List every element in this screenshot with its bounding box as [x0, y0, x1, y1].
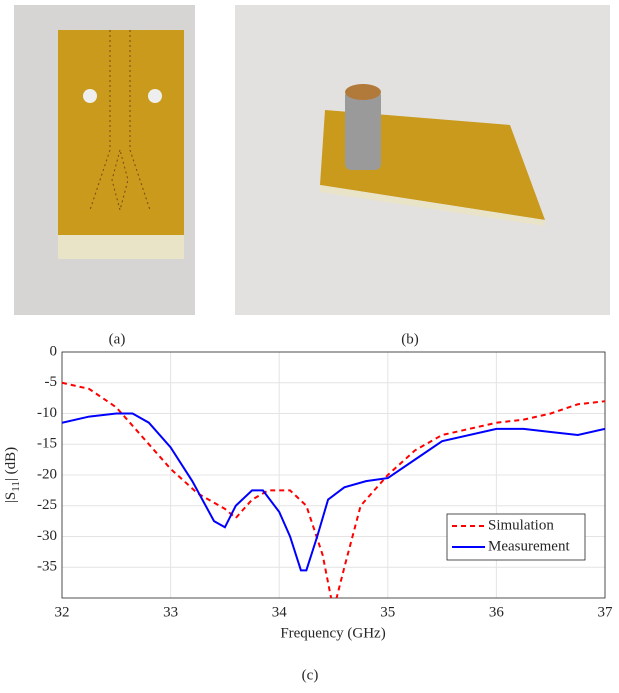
y-tick-label: -15	[37, 436, 57, 452]
x-tick-label: 32	[55, 604, 70, 620]
x-tick-label: 34	[272, 604, 288, 620]
y-tick-label: -20	[37, 466, 57, 482]
x-axis-label: Frequency (GHz)	[280, 625, 385, 641]
data-line	[62, 412, 605, 572]
legend-label: Simulation	[488, 517, 554, 533]
y-tick-label: -30	[37, 528, 57, 544]
caption: (a)	[109, 331, 126, 347]
y-axis-label: |S11| (dB)	[3, 447, 21, 503]
x-tick-label: 36	[489, 604, 505, 620]
y-tick-label: -5	[45, 374, 58, 390]
y-tick-label: -35	[37, 559, 57, 575]
plot-frame	[61, 351, 606, 599]
x-tick-label: 33	[163, 604, 178, 620]
x-tick-label: 37	[598, 604, 614, 620]
photo-b	[235, 5, 610, 315]
caption: (b)	[401, 331, 419, 347]
y-tick-label: -25	[37, 497, 57, 513]
y-tick-label: -10	[37, 405, 57, 421]
legend-box	[446, 513, 586, 561]
legend-label: Measurement	[488, 538, 570, 554]
y-tick-label: 0	[50, 343, 58, 359]
plot-area	[62, 381, 605, 598]
data-line	[62, 381, 605, 598]
photo-a	[14, 5, 195, 315]
caption: (c)	[302, 667, 319, 683]
x-tick-label: 35	[380, 604, 395, 620]
